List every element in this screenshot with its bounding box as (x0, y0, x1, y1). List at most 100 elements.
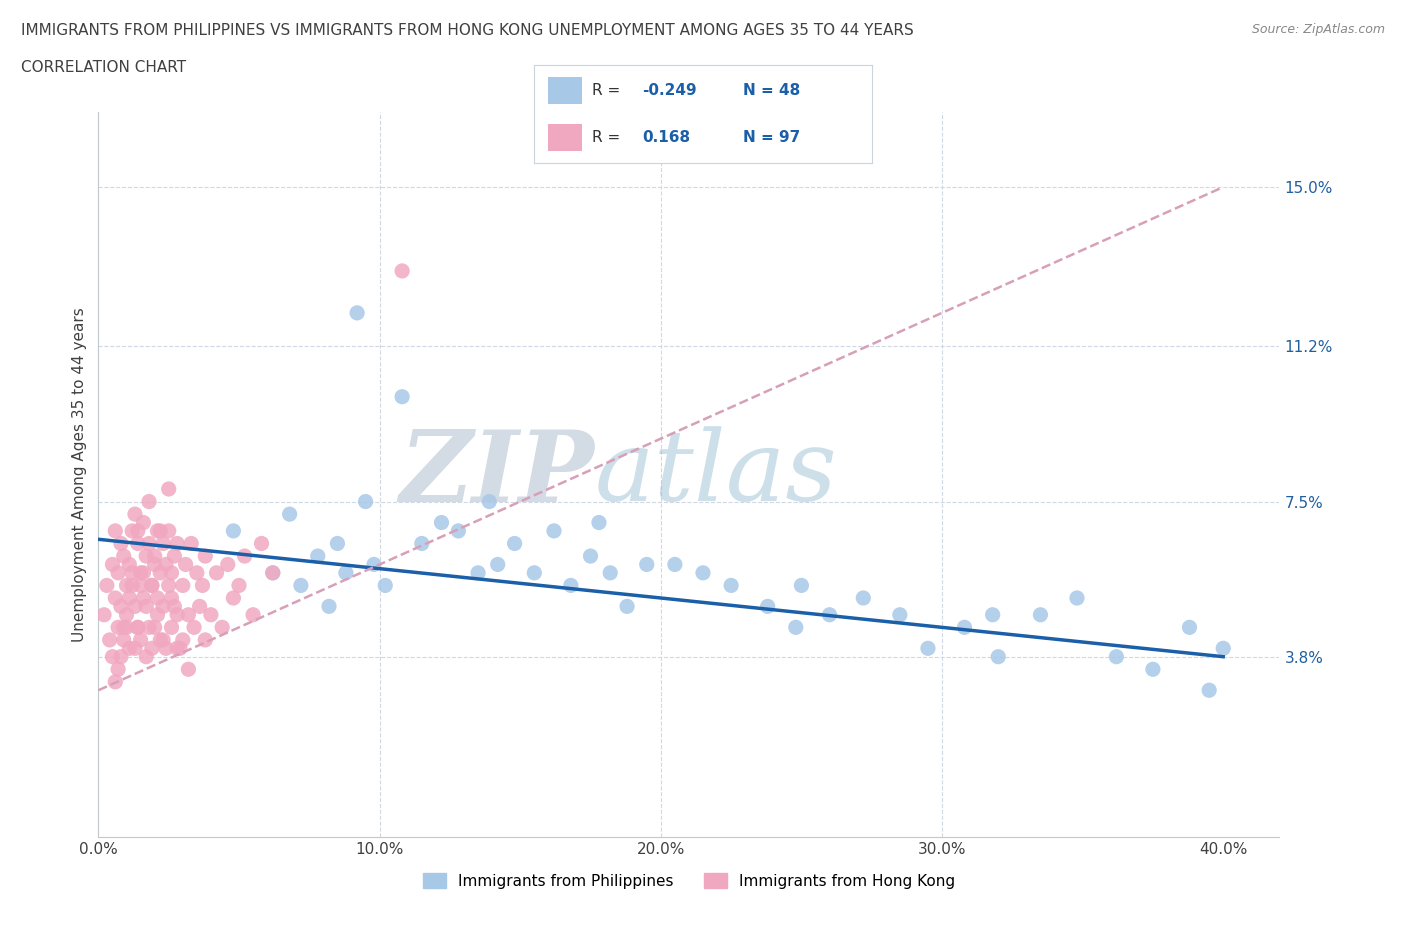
Point (486, 557, 509, 572)
Point (138, 494, 160, 509)
Point (152, 632, 174, 647)
Point (129, 632, 152, 647)
Point (121, 578, 143, 592)
Point (560, 578, 582, 592)
Point (200, 607, 222, 622)
Point (430, 515, 453, 530)
Point (354, 494, 377, 509)
Point (1066, 591, 1088, 605)
Text: ZIP: ZIP (399, 426, 595, 523)
Point (1178, 620, 1201, 635)
Point (146, 524, 169, 538)
Point (163, 549, 186, 564)
Point (194, 549, 217, 564)
Point (163, 599, 186, 614)
Point (104, 524, 127, 538)
Point (115, 607, 138, 622)
Point (346, 305, 368, 320)
Point (616, 599, 638, 614)
Point (720, 578, 742, 592)
Point (93, 607, 115, 622)
Point (127, 620, 149, 635)
Point (188, 599, 211, 614)
Point (152, 599, 174, 614)
Point (118, 641, 141, 656)
Point (138, 620, 160, 635)
Point (987, 649, 1010, 664)
Point (127, 524, 149, 538)
Point (166, 607, 188, 622)
Point (447, 524, 470, 538)
Point (374, 578, 396, 592)
Bar (548, 77, 582, 104)
Text: N = 48: N = 48 (744, 83, 801, 98)
Text: N = 97: N = 97 (744, 130, 801, 145)
Point (1142, 662, 1164, 677)
Point (228, 578, 250, 592)
Point (981, 607, 1004, 622)
Point (1105, 649, 1128, 664)
Point (174, 557, 197, 572)
Point (242, 607, 264, 622)
Point (149, 524, 172, 538)
Point (143, 620, 166, 635)
Point (211, 620, 233, 635)
Point (250, 536, 273, 551)
Point (146, 591, 169, 605)
Point (132, 591, 155, 605)
Point (278, 507, 301, 522)
Point (160, 591, 183, 605)
Point (326, 536, 349, 551)
Point (307, 549, 329, 564)
Point (149, 632, 172, 647)
Point (160, 565, 183, 580)
Point (222, 591, 245, 605)
Point (121, 565, 143, 580)
Text: Source: ZipAtlas.com: Source: ZipAtlas.com (1251, 23, 1385, 36)
Point (692, 565, 714, 580)
Point (112, 632, 135, 647)
Point (141, 641, 163, 656)
Point (756, 599, 779, 614)
Point (363, 557, 385, 572)
Point (112, 620, 135, 635)
Point (588, 515, 610, 530)
Point (141, 578, 163, 592)
Point (1029, 607, 1052, 622)
Point (157, 482, 180, 497)
Point (543, 524, 565, 538)
Point (107, 565, 129, 580)
Point (579, 549, 602, 564)
Point (107, 620, 129, 635)
Point (110, 599, 132, 614)
Point (478, 494, 501, 509)
Point (118, 557, 141, 572)
Point (222, 524, 245, 538)
Point (467, 565, 489, 580)
Point (205, 565, 228, 580)
Text: IMMIGRANTS FROM PHILIPPINES VS IMMIGRANTS FROM HONG KONG UNEMPLOYMENT AMONG AGES: IMMIGRANTS FROM PHILIPPINES VS IMMIGRANT… (21, 23, 914, 38)
Point (96, 578, 118, 592)
Point (138, 536, 160, 551)
Point (146, 607, 169, 622)
Point (143, 549, 166, 564)
Point (112, 549, 135, 564)
Point (124, 507, 146, 522)
Point (1198, 683, 1220, 698)
Point (132, 565, 155, 580)
Point (262, 565, 284, 580)
Point (523, 565, 546, 580)
Point (194, 632, 217, 647)
Point (132, 515, 155, 530)
Point (104, 674, 127, 689)
Point (160, 620, 183, 635)
Point (391, 390, 413, 405)
Point (177, 662, 200, 677)
Point (411, 536, 433, 551)
Point (129, 565, 152, 580)
Text: 0.168: 0.168 (643, 130, 690, 145)
Text: R =: R = (592, 83, 620, 98)
Text: CORRELATION CHART: CORRELATION CHART (21, 60, 186, 75)
Point (157, 578, 180, 592)
Point (953, 620, 976, 635)
